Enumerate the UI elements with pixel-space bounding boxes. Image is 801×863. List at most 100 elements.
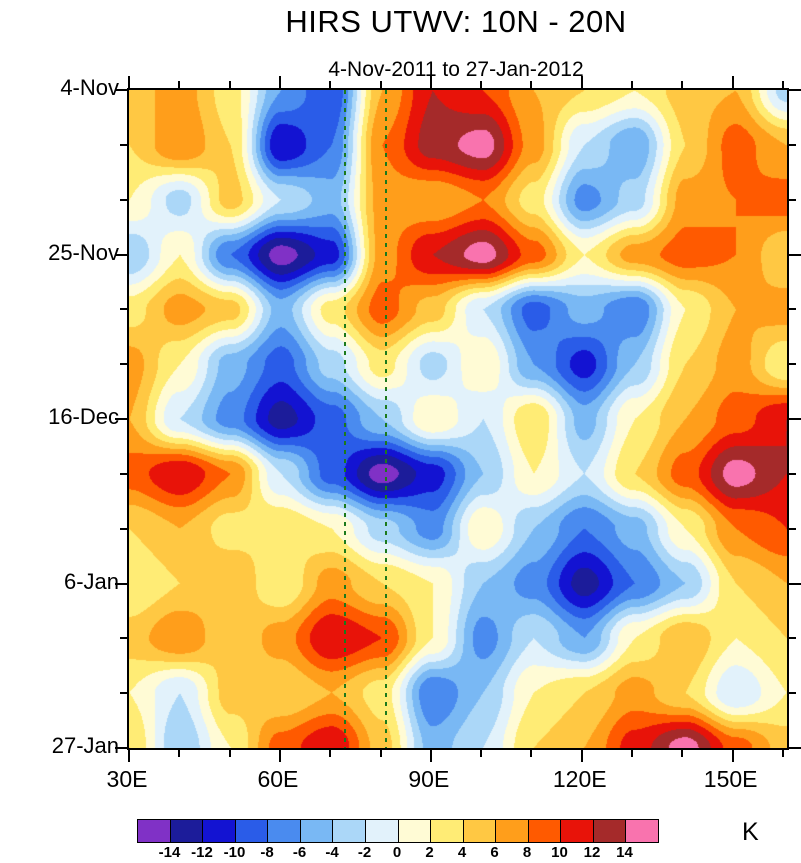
colorbar-segment-0 [138, 820, 171, 842]
bottom-major-tick [128, 750, 130, 762]
top-minor-tick [631, 81, 634, 88]
colorbar-tick-label-6: 6 [490, 844, 499, 861]
colorbar-segment-8 [398, 820, 432, 842]
bottom-minor-tick [631, 750, 634, 757]
colorbar-tick-label--2: -2 [357, 844, 372, 861]
bottom-major-tick [278, 750, 281, 762]
colorbar-tick-label--14: -14 [158, 844, 181, 861]
bottom-minor-tick [379, 750, 382, 757]
top-minor-tick [530, 81, 533, 88]
top-minor-tick [480, 81, 483, 88]
y-axis-label-4-nov: 4-Nov [60, 75, 119, 100]
top-minor-tick [379, 81, 382, 88]
top-minor-tick [329, 81, 332, 88]
top-minor-tick [781, 81, 784, 88]
right-major-tick [789, 418, 801, 420]
colorbar-segment-4 [268, 820, 301, 842]
colorbar [137, 819, 659, 843]
colorbar-segment-9 [431, 820, 464, 842]
colorbar-tick-label--12: -12 [191, 844, 213, 861]
colorbar-tick-label--6: -6 [292, 844, 307, 861]
x-axis-label-90e: 90E [408, 766, 450, 792]
colorbar-segment-13 [561, 820, 594, 842]
colorbar-segment-11 [496, 820, 529, 842]
top-major-tick [429, 76, 432, 88]
chart-subtitle: 4-Nov-2011 to 27-Jan-2012 [328, 58, 584, 81]
x-axis-label-60e: 60E [257, 766, 299, 792]
right-minor-tick [789, 198, 796, 201]
top-major-tick [128, 76, 130, 88]
colorbar-tick-label-14: 14 [616, 844, 633, 861]
chart-title: HIRS UTWV: 10N - 20N [285, 4, 627, 39]
top-major-tick [278, 76, 281, 88]
bottom-minor-tick [781, 750, 784, 757]
left-minor-tick [120, 198, 127, 201]
x-axis-label-150e: 150E [703, 766, 758, 792]
right-major-tick [789, 582, 801, 585]
colorbar-tick-label-12: 12 [583, 844, 601, 861]
colorbar-tick-label-8: 8 [522, 844, 532, 861]
right-minor-tick [789, 308, 796, 311]
right-minor-tick [789, 637, 796, 640]
colorbar-segment-5 [300, 820, 334, 842]
left-major-tick [115, 89, 127, 91]
bottom-major-tick [580, 750, 583, 762]
contour-canvas [129, 90, 787, 748]
colorbar-segment-7 [365, 820, 399, 842]
plot-area [115, 76, 801, 762]
colorbar-unit-label: K [742, 818, 759, 846]
right-major-tick [789, 89, 801, 91]
right-minor-tick [789, 472, 796, 475]
bottom-minor-tick [530, 750, 533, 757]
colorbar-tick-label--10: -10 [223, 844, 246, 861]
colorbar-segment-1 [170, 820, 204, 842]
top-minor-tick [228, 81, 231, 88]
bottom-major-tick [731, 750, 734, 762]
title-block: HIRS UTWV: 10N - 20N 4-Nov-2011 to 27-Ja… [127, 0, 785, 82]
colorbar-segment-15 [626, 820, 658, 842]
right-minor-tick [789, 363, 796, 366]
y-axis-label-6-jan: 6-Jan [63, 568, 119, 594]
left-minor-tick [120, 637, 127, 640]
left-minor-tick [120, 143, 127, 146]
top-major-tick [580, 76, 583, 88]
left-minor-tick [120, 472, 127, 475]
bottom-major-tick [429, 750, 432, 762]
colorbar-segment-3 [235, 820, 269, 842]
colorbar-tick-label--8: -8 [260, 844, 274, 861]
colorbar-segment-6 [333, 820, 366, 842]
left-major-tick [115, 253, 127, 256]
colorbar-segment-2 [203, 820, 236, 842]
right-major-tick [789, 253, 801, 256]
bottom-minor-tick [178, 750, 181, 757]
left-major-tick [115, 418, 127, 420]
left-minor-tick [120, 527, 127, 530]
x-axis-label-120e: 120E [552, 766, 607, 792]
top-minor-tick [681, 81, 684, 88]
colorbar-tick-label-2: 2 [425, 844, 434, 861]
right-minor-tick [789, 692, 796, 695]
colorbar-segment-12 [528, 820, 562, 842]
left-major-tick [115, 747, 127, 749]
y-axis-label-25-nov: 25-Nov [48, 239, 119, 265]
y-axis-label-16-dec: 16-Dec [48, 404, 119, 429]
colorbar-segment-14 [593, 820, 627, 842]
right-minor-tick [789, 143, 796, 146]
bottom-minor-tick [681, 750, 684, 757]
colorbar-tick-label--4: -4 [325, 844, 339, 861]
right-minor-tick [789, 527, 796, 530]
right-major-tick [789, 747, 801, 749]
colorbar-segment-10 [463, 820, 497, 842]
left-minor-tick [120, 692, 127, 695]
x-axis-label-30e: 30E [106, 766, 148, 792]
reference-line-73e [344, 90, 347, 748]
colorbar-tick-label-10: 10 [551, 844, 568, 861]
y-axis-label-27-jan: 27-Jan [51, 733, 119, 758]
reference-line-81e [384, 90, 387, 748]
colorbar-tick-label-0: 0 [392, 844, 402, 861]
top-major-tick [731, 76, 734, 88]
left-minor-tick [120, 363, 127, 366]
bottom-minor-tick [329, 750, 332, 757]
left-minor-tick [120, 308, 127, 311]
left-major-tick [115, 582, 127, 585]
